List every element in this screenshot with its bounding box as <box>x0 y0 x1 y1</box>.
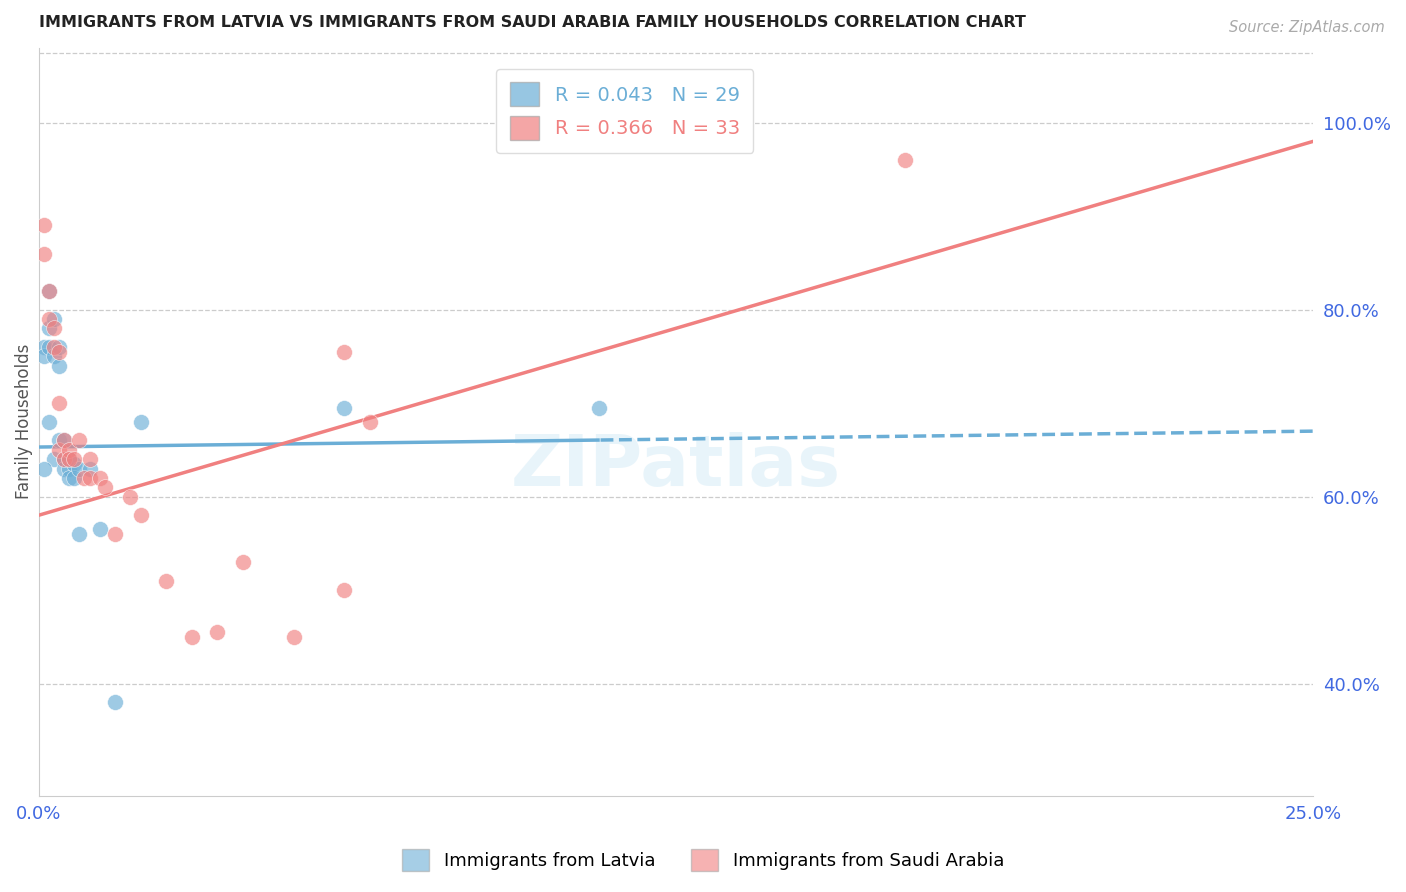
Point <box>333 583 356 598</box>
Point <box>155 574 177 588</box>
Point <box>32 349 55 363</box>
Point <box>42 452 65 467</box>
Point <box>894 153 917 167</box>
Point <box>48 344 70 359</box>
Point <box>89 471 111 485</box>
Point <box>129 415 152 429</box>
Point <box>48 340 70 354</box>
Point <box>640 106 662 120</box>
Point <box>53 452 76 467</box>
Point <box>38 340 60 354</box>
Point <box>79 461 101 475</box>
Point <box>32 340 55 354</box>
Point <box>104 695 127 709</box>
Point <box>104 527 127 541</box>
Point <box>38 284 60 298</box>
Point <box>58 452 80 467</box>
Point <box>32 461 55 475</box>
Point <box>38 312 60 326</box>
Point <box>283 630 305 644</box>
Point <box>58 452 80 467</box>
Point <box>53 434 76 448</box>
Point <box>42 321 65 335</box>
Text: IMMIGRANTS FROM LATVIA VS IMMIGRANTS FROM SAUDI ARABIA FAMILY HOUSEHOLDS CORRELA: IMMIGRANTS FROM LATVIA VS IMMIGRANTS FRO… <box>38 15 1025 30</box>
Point <box>67 434 90 448</box>
Point <box>48 434 70 448</box>
Point <box>63 452 86 467</box>
Point <box>231 555 253 569</box>
Point <box>205 625 228 640</box>
Point <box>180 630 202 644</box>
Point <box>63 471 86 485</box>
Point <box>94 480 117 494</box>
Point <box>53 452 76 467</box>
Point <box>48 359 70 373</box>
Point <box>32 219 55 233</box>
Point <box>32 246 55 260</box>
Point <box>333 401 356 415</box>
Point <box>58 471 80 485</box>
Point <box>588 401 610 415</box>
Point <box>73 471 96 485</box>
Point <box>53 434 76 448</box>
Legend: R = 0.043   N = 29, R = 0.366   N = 33: R = 0.043 N = 29, R = 0.366 N = 33 <box>496 69 754 153</box>
Point <box>359 415 381 429</box>
Point <box>42 349 65 363</box>
Legend: Immigrants from Latvia, Immigrants from Saudi Arabia: Immigrants from Latvia, Immigrants from … <box>395 842 1011 879</box>
Point <box>120 490 142 504</box>
Point <box>38 284 60 298</box>
Point <box>38 415 60 429</box>
Point <box>48 442 70 457</box>
Point <box>63 457 86 471</box>
Point <box>38 321 60 335</box>
Point <box>79 471 101 485</box>
Y-axis label: Family Households: Family Households <box>15 344 32 500</box>
Point <box>67 527 90 541</box>
Point <box>129 508 152 523</box>
Point <box>42 312 65 326</box>
Text: ZIPatlas: ZIPatlas <box>510 432 841 501</box>
Point <box>58 442 80 457</box>
Point <box>79 452 101 467</box>
Text: Source: ZipAtlas.com: Source: ZipAtlas.com <box>1229 20 1385 35</box>
Point <box>333 344 356 359</box>
Point <box>48 396 70 410</box>
Point <box>67 461 90 475</box>
Point <box>42 340 65 354</box>
Point <box>58 461 80 475</box>
Point <box>53 461 76 475</box>
Point <box>89 522 111 536</box>
